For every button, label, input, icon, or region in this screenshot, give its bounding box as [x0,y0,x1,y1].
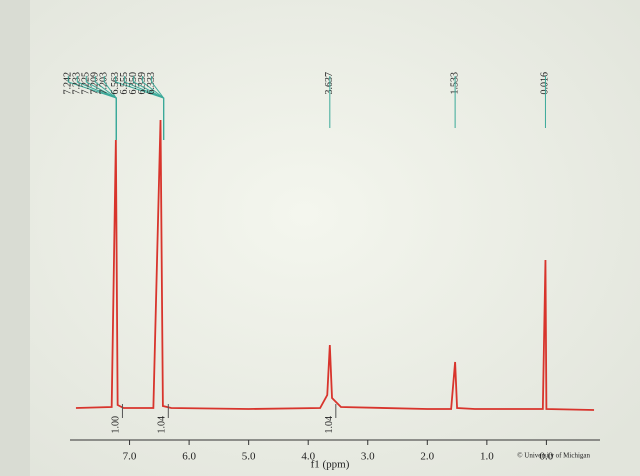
peak-label: 7.225 [81,72,92,95]
peak-label: 6.350 [128,72,139,95]
x-tick-label: 7.0 [123,451,137,463]
peak-label: 7.233 [72,72,83,95]
credit: © University of Michigan [517,452,590,460]
x-tick-label: 5.0 [242,451,256,463]
peak-label: 6.333 [146,72,157,95]
peak-label: 7.209 [90,72,101,95]
peak-label: 7.242 [63,72,74,95]
x-tick-label: 6.0 [182,451,196,463]
x-tick-label: 3.0 [361,451,375,463]
x-tick-label: 0.0 [540,451,554,463]
leader-line [103,76,117,140]
x-axis-label: f1 (ppm) [311,459,350,471]
peak-label: 6.563 [110,72,121,95]
integral-label: 1.04 [157,416,168,434]
leader-line [151,76,165,140]
integral-label: 1.04 [324,416,335,434]
peak-label: 7.203 [99,72,110,95]
paper [30,0,640,476]
x-tick-label: 2.0 [420,451,434,463]
peak-label: 6.555 [119,72,130,95]
x-tick-label: 4.0 [301,451,315,463]
x-tick-label: 1.0 [480,451,494,463]
integral-label: 1.00 [111,416,122,434]
peak-label: 6.339 [137,72,148,95]
